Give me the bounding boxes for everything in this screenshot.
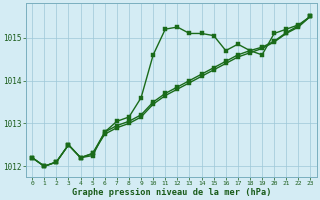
X-axis label: Graphe pression niveau de la mer (hPa): Graphe pression niveau de la mer (hPa) [72, 188, 271, 197]
